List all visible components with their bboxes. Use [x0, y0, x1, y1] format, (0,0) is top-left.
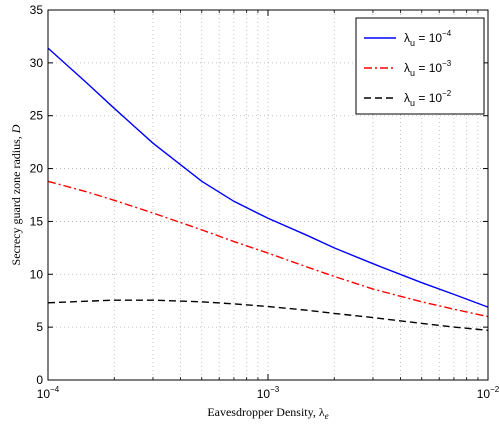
grid [48, 10, 488, 380]
y-tick-label: 15 [30, 214, 44, 228]
series-lines [47, 47, 489, 331]
x-tick-label: 10−3 [257, 385, 280, 401]
legend: λu = 10−4 λu = 10−3 λu = 10−2 [355, 17, 485, 115]
y-tick-label: 5 [36, 320, 43, 334]
legend-label-3: λu = 10−2 [404, 89, 452, 108]
y-tick-label: 10 [30, 267, 44, 281]
axis-ticks: 10−4 10−3 10−2 0 5 10 15 20 25 30 35 [30, 3, 499, 401]
series-line-2 [47, 180, 489, 318]
y-tick-label: 0 [36, 373, 43, 387]
legend-label-2: λu = 10−3 [404, 59, 452, 78]
series-line-1 [47, 47, 489, 308]
x-tick-label: 10−2 [477, 385, 499, 401]
y-tick-label: 20 [30, 162, 44, 176]
y-tick-label: 35 [30, 3, 44, 17]
y-axis-label: Secrecy guard zone radius, D [9, 124, 23, 265]
y-tick-label: 30 [30, 56, 44, 70]
x-axis-label: Eavesdropper Density, λe [207, 405, 328, 421]
x-tick-label: 10−4 [37, 385, 60, 401]
y-tick-label: 25 [30, 109, 44, 123]
series-line-3 [47, 299, 489, 331]
legend-label-1: λu = 10−4 [404, 29, 452, 48]
